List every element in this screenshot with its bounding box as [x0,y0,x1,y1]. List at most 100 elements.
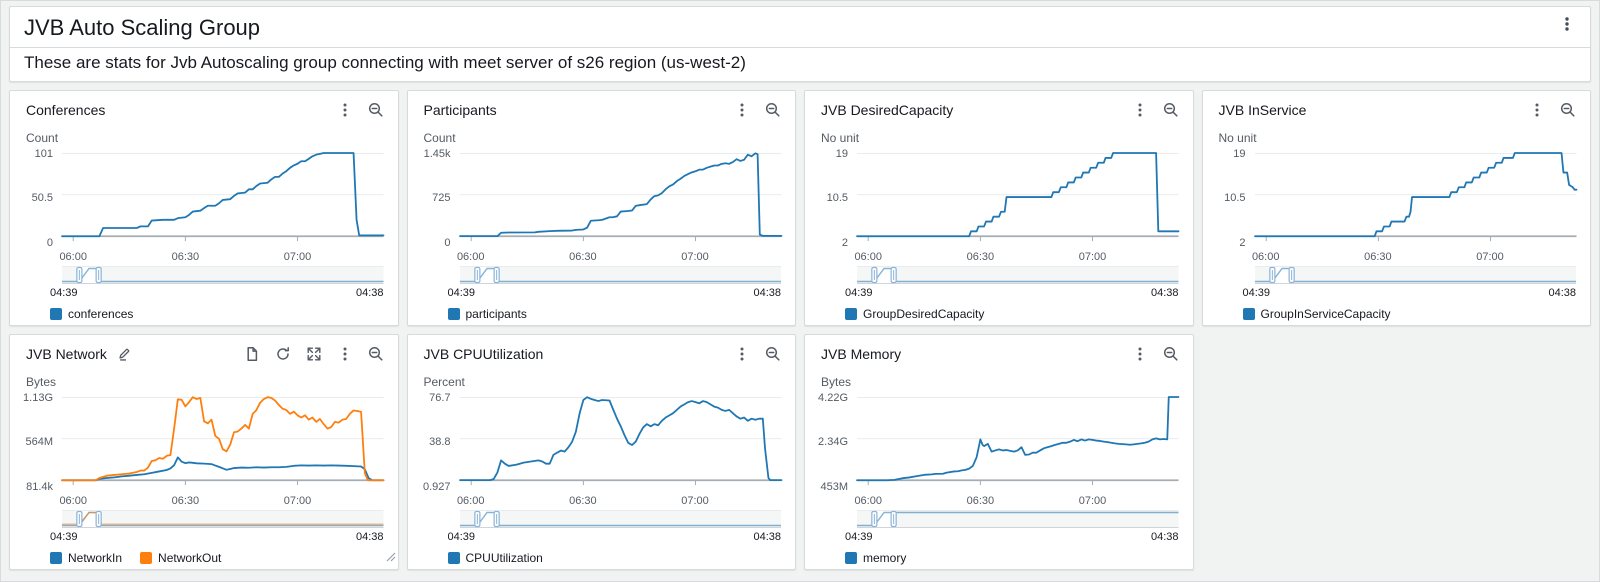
zoom-out-icon[interactable] [765,346,781,362]
panel-toolbar [337,102,384,118]
timeline-brush[interactable] [1254,266,1576,285]
legend-label: GroupInServiceCapacity [1260,307,1391,322]
document-icon[interactable] [244,346,260,362]
legend: NetworkIn NetworkOut [50,551,384,565]
timeline-brush[interactable] [459,510,781,529]
chart-plot[interactable] [1255,153,1577,244]
chart-plot[interactable] [62,397,384,488]
brush-end-time: 04:38 [355,287,384,300]
zoom-out-icon[interactable] [765,102,781,118]
brush-start-time: 04:39 [50,287,78,300]
kebab-menu-icon[interactable] [337,346,353,362]
y-tick-label: 38.8 [429,435,451,448]
timeline-brush[interactable] [857,266,1179,285]
x-tick-label: 06:30 [966,251,995,264]
zoom-out-icon[interactable] [1163,102,1179,118]
kebab-menu-icon[interactable] [734,102,750,118]
axis-unit-label: No unit [821,131,860,146]
axis-unit-label: Bytes [26,375,57,390]
legend-swatch [845,308,857,321]
x-axis-labels: 06:00 06:30 07:00 [59,249,384,264]
legend-item-conferences[interactable]: conferences [50,307,133,321]
x-tick-label: 06:30 [171,495,200,508]
timeline-brush[interactable] [62,266,384,285]
edit-title-icon[interactable] [117,347,132,362]
legend: participants [447,307,782,321]
zoom-out-icon[interactable] [368,102,384,118]
panel-jvb-inservice: JVB InService No unit 2 10.5 19 06:00 06:30… [1201,90,1591,327]
y-tick-label: 50.5 [31,191,53,204]
timeline-brush[interactable] [459,266,781,285]
legend-label: NetworkIn [68,551,123,566]
legend-swatch [1242,308,1255,321]
y-tick-label: 2.34G [818,435,848,448]
header-kebab-menu-icon[interactable] [1558,15,1576,33]
legend-item-NetworkIn[interactable]: NetworkIn [50,551,122,565]
timeline-brush[interactable] [62,510,384,529]
refresh-icon[interactable] [275,346,291,362]
x-tick-label: 07:00 [1078,495,1107,508]
resize-handle[interactable] [386,549,396,567]
legend-item-NetworkOut[interactable]: NetworkOut [140,551,221,565]
chart-area: 2 10.5 19 06:00 06:30 07:00 [821,147,1179,263]
kebab-menu-icon[interactable] [734,346,750,362]
y-axis-labels: 0 50.5 101 [26,148,56,249]
legend-label: memory [863,551,907,566]
y-tick-label: 725 [432,191,451,204]
kebab-menu-icon[interactable] [1529,102,1545,118]
y-axis-labels: 2 10.5 19 [1219,148,1249,249]
chart-plot[interactable] [857,397,1179,488]
panel-toolbar [1132,102,1179,118]
zoom-out-icon[interactable] [1163,346,1179,362]
expand-icon[interactable] [306,346,322,362]
x-tick-label: 06:00 [456,495,485,508]
panel-header: Conferences [10,91,398,118]
x-tick-label: 06:30 [569,251,597,264]
legend-label: NetworkOut [158,551,222,566]
y-tick-label: 76.7 [429,392,451,405]
y-axis-labels: 453M 2.34G 4.22G [818,392,851,493]
x-tick-label: 06:00 [59,495,87,508]
y-tick-label: 0.927 [422,481,451,494]
panel-jvb-network: JVB Network [9,334,399,571]
legend-item-GroupInServiceCapacity[interactable]: GroupInServiceCapacity [1242,307,1391,322]
legend: CPUUtilization [447,551,782,565]
y-tick-label: 1.13G [23,392,53,405]
kebab-menu-icon[interactable] [337,102,353,118]
legend-item-CPUUtilization[interactable]: CPUUtilization [447,551,543,565]
y-axis-labels: 0 725 1.45k [424,148,454,249]
chart-plot[interactable] [460,397,782,488]
brush-end-time: 04:38 [1150,287,1179,300]
panel-title: JVB Memory [821,346,902,363]
y-axis-labels: 0.927 38.8 76.7 [423,392,454,493]
brush-start-time: 04:39 [447,531,476,544]
panel-conferences: Conferences Count 0 50.5 101 06:00 06:30 07:… [9,90,399,327]
chart-plot[interactable] [857,153,1179,244]
x-tick-label: 07:00 [283,495,312,508]
legend-swatch [447,552,460,565]
brush-end-time: 04:38 [355,531,384,544]
legend-swatch [50,552,62,565]
kebab-menu-icon[interactable] [1132,102,1148,118]
legend-item-memory[interactable]: memory [845,551,906,565]
kebab-menu-icon[interactable] [1132,346,1148,362]
legend-item-GroupDesiredCapacity[interactable]: GroupDesiredCapacity [845,307,984,321]
timeline-brush[interactable] [857,510,1179,529]
x-axis-labels: 06:00 06:30 07:00 [457,249,782,264]
x-axis-labels: 06:00 06:30 07:00 [854,249,1179,264]
legend-item-participants[interactable]: participants [447,307,527,321]
panel-header: JVB Memory [805,335,1193,362]
x-axis-labels: 06:00 06:30 07:00 [854,493,1179,508]
y-tick-label: 2 [1239,237,1246,250]
panel-title: JVB Network [26,346,107,363]
chart-plot[interactable] [460,153,782,244]
panel-title: JVB DesiredCapacity [821,102,954,119]
legend: GroupDesiredCapacity [845,307,1179,321]
legend-label: conferences [68,307,134,322]
zoom-out-icon[interactable] [1560,102,1576,118]
x-tick-label: 07:00 [283,251,312,264]
zoom-out-icon[interactable] [368,346,384,362]
chart-plot[interactable] [62,153,384,244]
dashboard-header: JVB Auto Scaling Group These are stats f… [9,6,1591,83]
